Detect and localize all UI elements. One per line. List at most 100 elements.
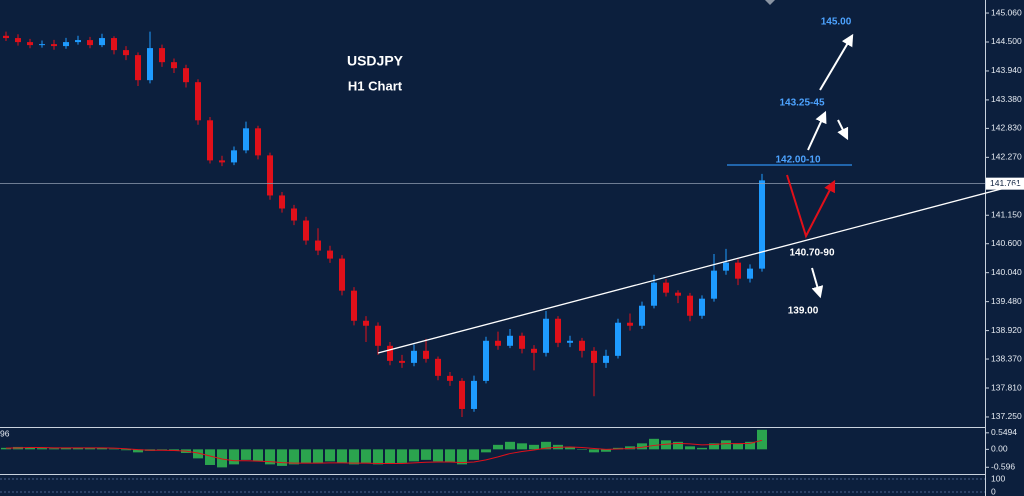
candle-body (675, 292, 681, 296)
candle-body (711, 270, 717, 299)
histogram-bar (121, 449, 131, 451)
histogram-bar (385, 449, 395, 464)
candle-body (279, 195, 285, 209)
signal-line (5, 439, 763, 464)
y-tick-label: 139.480 (991, 296, 1022, 306)
histogram-bar (625, 446, 635, 450)
y-tick-label: 145.060 (991, 7, 1022, 17)
candle-body (687, 295, 693, 316)
candle-body (435, 358, 441, 376)
histogram-bar (157, 449, 167, 450)
histogram-bar (685, 446, 695, 450)
candle-body (339, 258, 345, 291)
histogram-bar (241, 449, 251, 460)
candle-body (651, 282, 657, 306)
histogram-bar (637, 443, 647, 450)
histogram-bar (337, 449, 347, 463)
candle-body (723, 262, 729, 271)
candle-body (447, 375, 453, 381)
candle-body (375, 325, 381, 346)
y-tick-label: 100 (991, 473, 1005, 483)
candle-body (471, 380, 477, 409)
histogram-bar (205, 449, 215, 465)
histogram-bar (649, 438, 659, 450)
candle-body (111, 38, 117, 51)
histogram-bar (517, 443, 527, 450)
candle-body (759, 180, 765, 269)
candle-body (591, 350, 597, 363)
y-tick-label: 142.270 (991, 152, 1022, 162)
candle-body (243, 128, 249, 151)
candle-body (519, 335, 525, 349)
y-tick-label: 137.250 (991, 411, 1022, 421)
histogram-bar (277, 449, 287, 466)
y-tick-label: 141.150 (991, 210, 1022, 220)
histogram-bar (745, 441, 755, 450)
candle-body (603, 355, 609, 363)
candle-body (291, 208, 297, 221)
y-tick-label: 143.940 (991, 65, 1022, 75)
scenario-arrow (786, 174, 836, 239)
candle-body (531, 348, 537, 353)
level-annotation: 142.00-10 (775, 155, 820, 166)
histogram-bar (61, 447, 71, 450)
histogram-bar (673, 441, 683, 450)
histogram-bar (697, 447, 707, 450)
candle-body (123, 50, 129, 56)
trendline (377, 182, 1024, 354)
candle-body (363, 320, 369, 326)
histogram-bar (409, 449, 419, 462)
histogram-bar (721, 440, 731, 450)
candle-body (183, 68, 189, 83)
candle-body (75, 40, 81, 43)
candle-body (315, 240, 321, 251)
candle-body (387, 345, 393, 361)
histogram-bar (529, 444, 539, 450)
y-tick-label: -0.596 (991, 462, 1015, 472)
histogram-bar (25, 447, 35, 450)
y-tick-label: 0.5494 (991, 427, 1017, 437)
histogram-bar (325, 449, 335, 462)
candle-body (495, 340, 501, 346)
histogram-bar (589, 449, 599, 453)
candle-body (39, 44, 45, 46)
last-price-label: 141.761 (990, 178, 1021, 188)
candle-body (255, 128, 261, 156)
candle-body (219, 160, 225, 163)
level-annotation: 139.00 (788, 306, 819, 317)
histogram-bar (541, 441, 551, 450)
candle-body (483, 340, 489, 381)
candle-body (543, 318, 549, 353)
candle-body (135, 55, 141, 81)
histogram-bar (73, 447, 83, 450)
arrow (819, 33, 854, 91)
candle-body (507, 335, 513, 346)
histogram-bar (577, 449, 587, 450)
candle-body (171, 62, 177, 69)
candle-body (159, 48, 165, 63)
y-tick-label: 140.600 (991, 238, 1022, 248)
candle-body (567, 340, 573, 343)
histogram-bar (433, 449, 443, 462)
candle-body (555, 318, 561, 343)
candle-body (3, 35, 9, 39)
candle-body (15, 38, 21, 43)
candle-body (303, 220, 309, 241)
candle-body (327, 250, 333, 259)
y-tick-label: 138.370 (991, 353, 1022, 363)
candle-body (639, 305, 645, 326)
histogram-bar (481, 449, 491, 453)
candle-body (87, 40, 93, 46)
candle-body (459, 380, 465, 409)
histogram-bar (217, 449, 227, 468)
candle-body (99, 38, 105, 46)
histogram-bar (457, 449, 467, 465)
chart-title: USDJPY (347, 53, 404, 69)
candle-body (735, 262, 741, 279)
candle-body (423, 350, 429, 359)
histogram-bar (253, 449, 263, 462)
candle-body (147, 48, 153, 81)
histogram-bar (85, 448, 95, 450)
histogram-bar (193, 449, 203, 459)
